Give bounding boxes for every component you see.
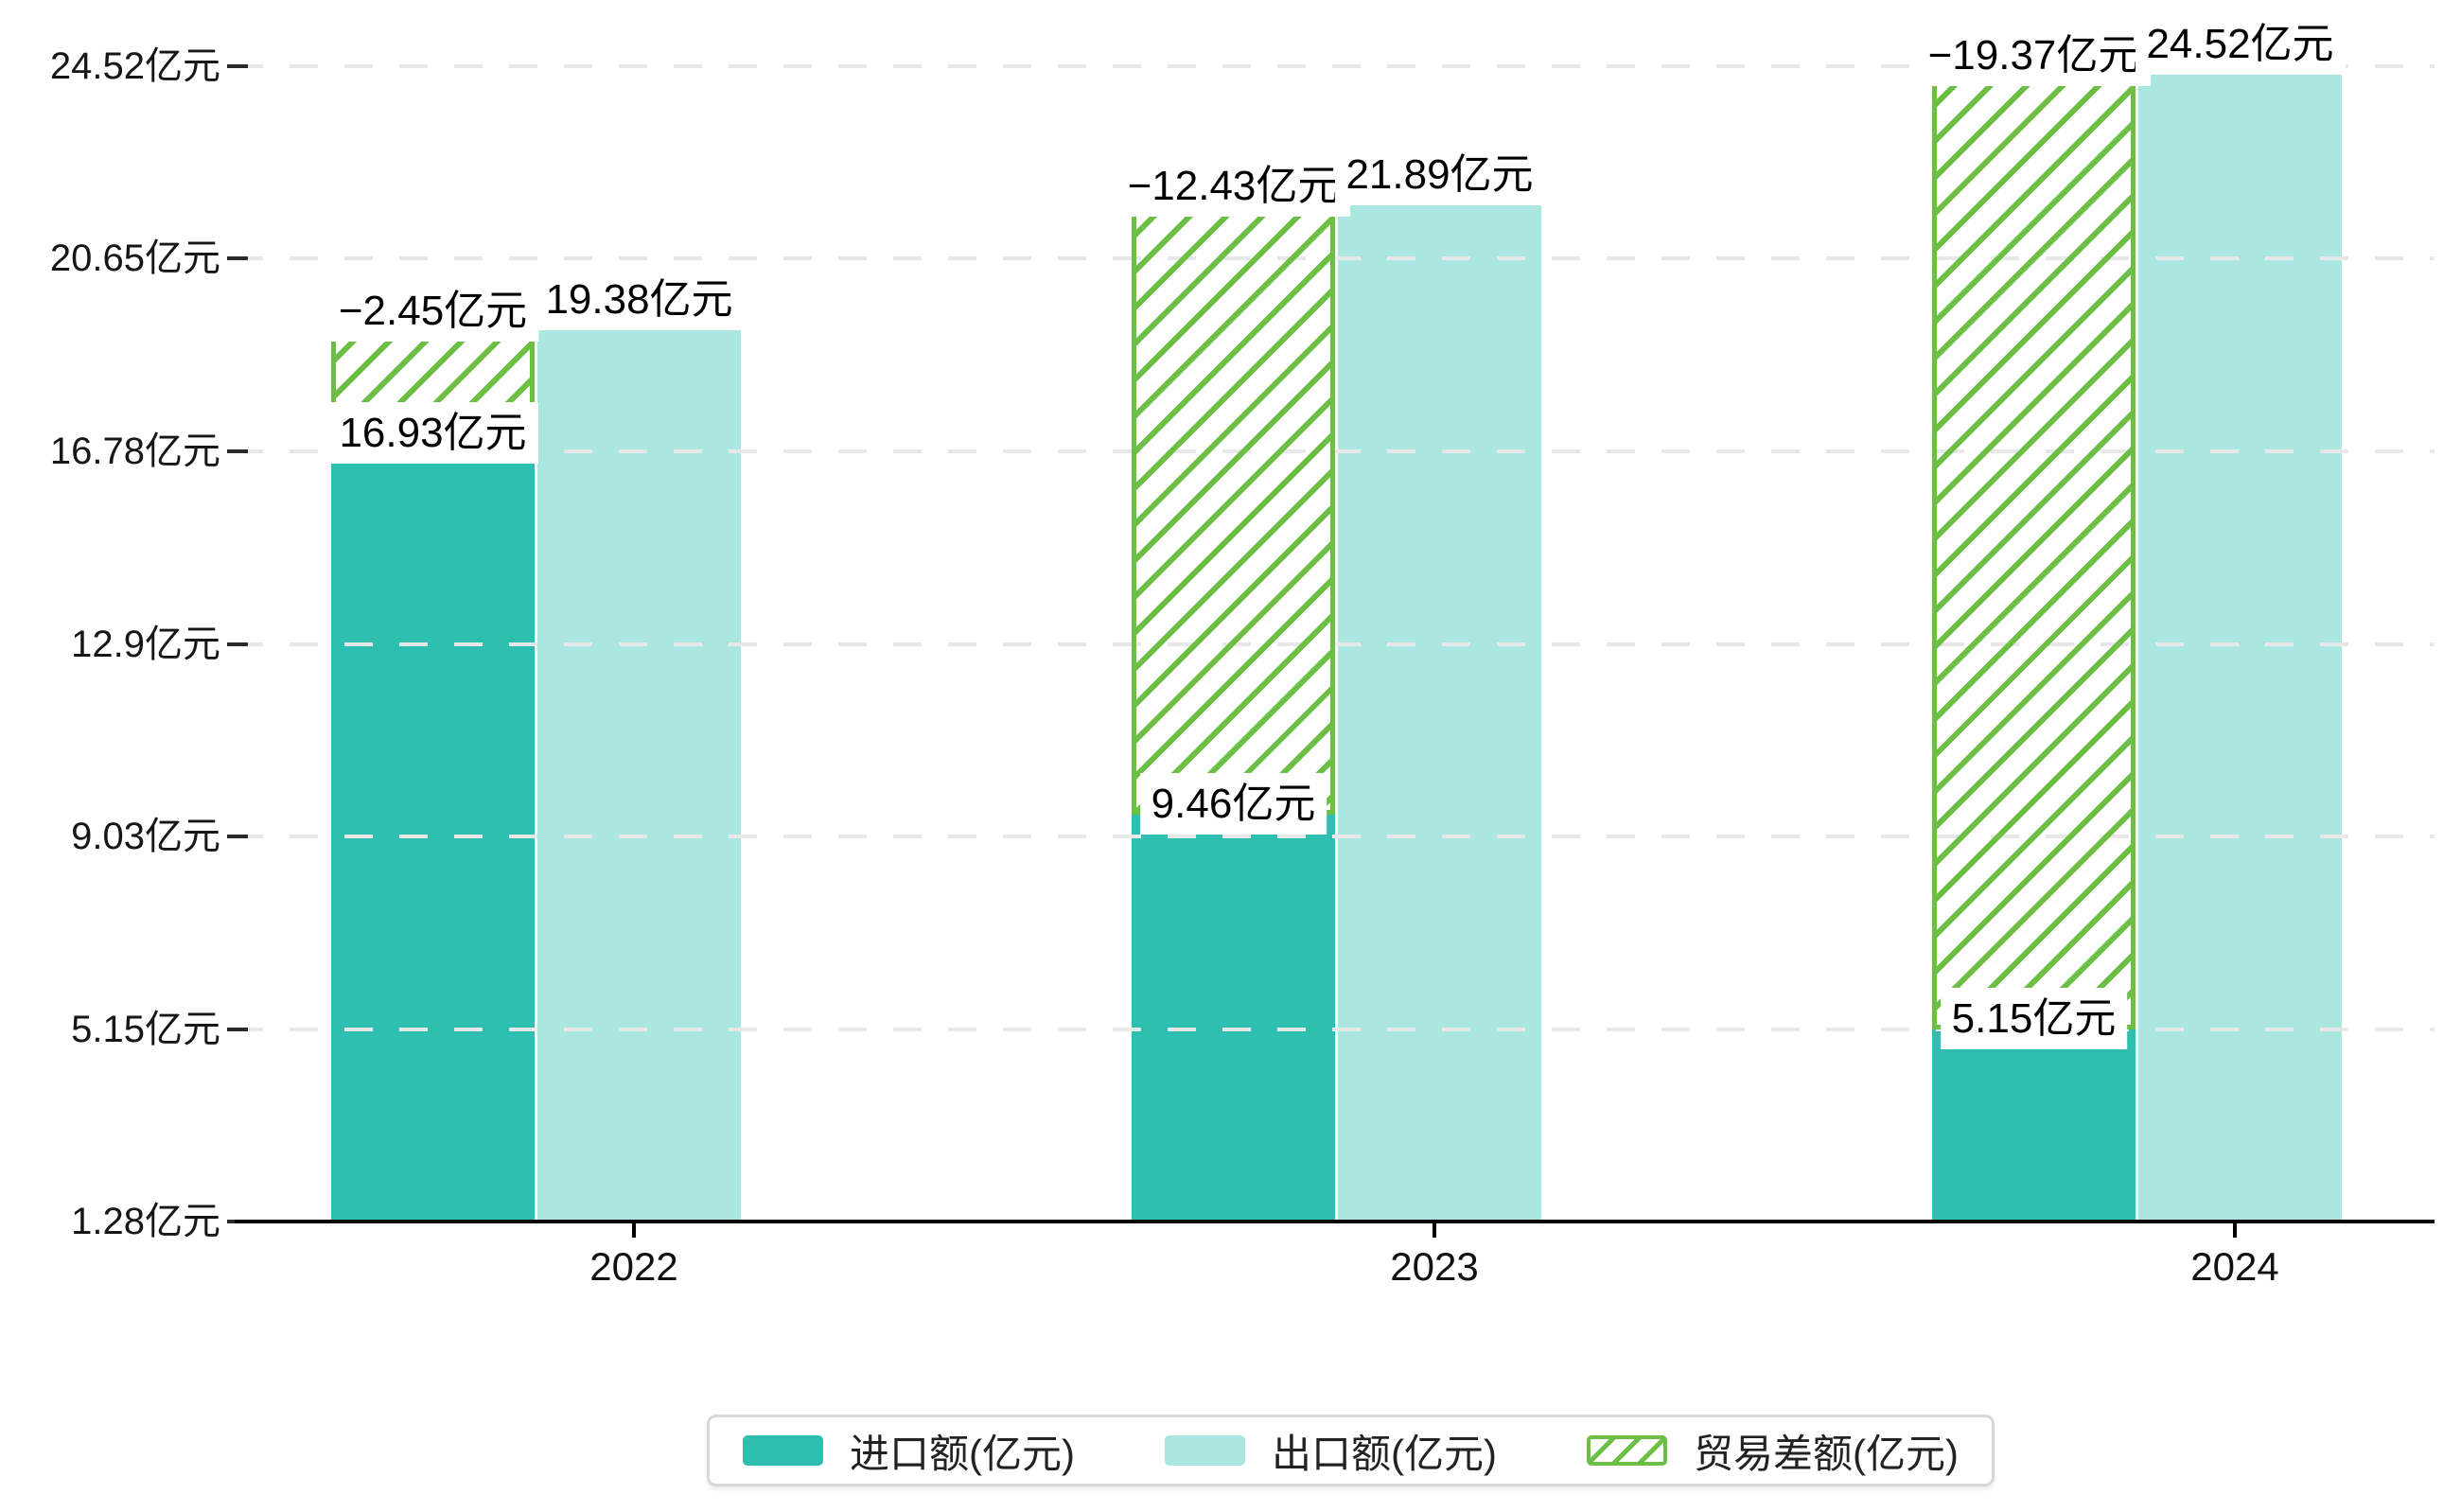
x-axis-line (235, 1220, 2435, 1223)
y-axis-tick-label: 20.65亿元 (49, 237, 220, 280)
bar-trade-balance-2024[interactable] (1932, 66, 2136, 1029)
y-axis-tick-label: 9.03亿元 (71, 815, 220, 857)
bar-import-2024[interactable] (1932, 1029, 2136, 1222)
legend-item-label: 进口额(亿元) (850, 1431, 1075, 1476)
legend-swatch-icon (743, 1435, 824, 1466)
y-axis-tick-label: 16.78亿元 (49, 430, 220, 472)
bar-import-2023[interactable] (1132, 815, 1335, 1222)
y-axis-tick-label: 5.15亿元 (71, 1008, 220, 1050)
x-axis-tick-2023 (1433, 1223, 1436, 1238)
bar-import-2022[interactable] (331, 443, 535, 1222)
legend-item-label: 贸易差额(亿元) (1693, 1431, 1959, 1476)
y-axis-tick-label: 24.52亿元 (49, 45, 220, 87)
legend-item-进口额(亿元)[interactable]: 进口额(亿元) (743, 1422, 1075, 1480)
bar-trade-balance-2023[interactable] (1132, 197, 1335, 816)
y-axis-tick (227, 448, 248, 453)
legend-item-出口额(亿元)[interactable]: 出口额(亿元) (1165, 1422, 1497, 1480)
label-trade-balance-2023: −12.43亿元 (1116, 155, 1351, 218)
label-trade-balance-2022: −2.45亿元 (326, 280, 539, 343)
y-axis-tick (227, 642, 248, 646)
x-axis-label-2023: 2023 (1390, 1244, 1479, 1289)
y-axis-tick-label: 1.28亿元 (71, 1201, 220, 1242)
y-gridline (235, 834, 2435, 838)
x-axis-label-2024: 2024 (2190, 1244, 2279, 1289)
label-import-2022: 16.93亿元 (327, 401, 538, 464)
x-axis-tick-2022 (632, 1223, 636, 1238)
label-trade-balance-2024: −19.37亿元 (1916, 25, 2152, 86)
legend-swatch-icon (1165, 1435, 1245, 1466)
legend-item-label: 出口额(亿元) (1272, 1431, 1497, 1476)
y-gridline (235, 64, 2435, 68)
y-axis-tick (227, 1027, 248, 1031)
bar-export-2023[interactable] (1338, 197, 1541, 1222)
label-import-2024: 5.15亿元 (1940, 987, 2128, 1049)
y-axis-tick-label: 12.9亿元 (71, 623, 220, 665)
x-axis-label-2022: 2022 (589, 1244, 678, 1289)
chart-legend: 进口额(亿元) 出口额(亿元) 贸易差额(亿元) (707, 1415, 1995, 1486)
legend-item-贸易差额(亿元)[interactable]: 贸易差额(亿元) (1586, 1422, 1959, 1480)
y-gridline (235, 1027, 2435, 1031)
legend-swatch-hatch-icon (1586, 1435, 1667, 1466)
y-axis-tick (227, 834, 248, 838)
label-export-2024: 24.52亿元 (2135, 13, 2346, 75)
label-export-2022: 19.38亿元 (534, 269, 745, 331)
y-axis-tick (227, 64, 248, 68)
x-axis-tick-2024 (2233, 1223, 2237, 1238)
bar-export-2022[interactable] (537, 322, 741, 1222)
y-axis-tick (227, 256, 248, 261)
label-export-2023: 21.89亿元 (1334, 144, 1545, 206)
label-import-2023: 9.46亿元 (1139, 773, 1327, 835)
